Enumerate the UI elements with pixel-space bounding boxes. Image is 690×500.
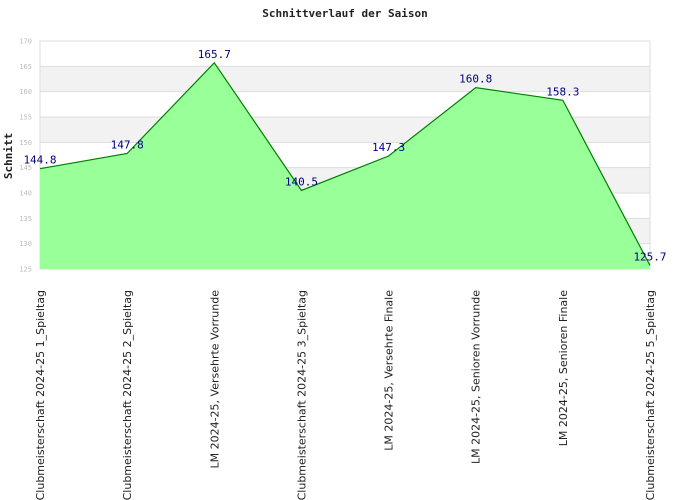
y-tick-label: 150 xyxy=(19,139,32,147)
y-tick-labels: 125 130 135 140 145 150 155 160 165 170 xyxy=(19,38,32,274)
data-label: 147.3 xyxy=(372,141,405,154)
chart-title: Schnittverlauf der Saison xyxy=(262,7,428,20)
y-axis-label: Schnitt xyxy=(2,133,15,179)
data-label: 165.7 xyxy=(198,48,231,61)
y-tick-label: 140 xyxy=(19,190,32,198)
series-line xyxy=(39,61,651,266)
y-tick-label: 135 xyxy=(19,215,32,223)
x-tick-label: LM 2024-25, Versehrte Vorrunde xyxy=(208,290,221,469)
data-labels: 144.8 147.8 165.7 140.5 147.3 160.8 158.3 125.7 xyxy=(23,48,666,264)
x-tick-label: Clubmeisterschaft 2024-25 5_Spieltag xyxy=(644,290,657,500)
y-tick-label: 165 xyxy=(19,63,32,71)
y-tick-label: 125 xyxy=(19,266,32,274)
x-tick-label: Clubmeisterschaft 2024-25 1_Spieltag xyxy=(34,290,47,500)
y-tick-label: 160 xyxy=(19,88,32,96)
data-label: 140.5 xyxy=(285,175,318,188)
y-tick-label: 145 xyxy=(19,164,32,172)
y-tick-label: 130 xyxy=(19,240,32,248)
data-label: 147.8 xyxy=(111,138,144,151)
x-tick-labels: Clubmeisterschaft 2024-25 1_Spieltag Club… xyxy=(34,290,657,500)
area-fill xyxy=(40,62,650,269)
x-tick-label: Clubmeisterschaft 2024-25 2_Spieltag xyxy=(121,290,134,500)
data-label: 160.8 xyxy=(459,73,492,86)
x-tick-label: LM 2024-25, Senioren Finale xyxy=(557,290,570,446)
x-tick-label: Clubmeisterschaft 2024-25 3_Spieltag xyxy=(295,290,308,500)
data-label: 125.7 xyxy=(633,250,666,263)
plot-band xyxy=(40,66,650,92)
y-tick-label: 170 xyxy=(19,38,32,46)
x-tick-label: LM 2024-25, Versehrte Finale xyxy=(383,290,396,451)
data-label: 144.8 xyxy=(23,154,56,167)
y-tick-label: 155 xyxy=(19,114,32,122)
data-label: 158.3 xyxy=(546,85,579,98)
x-tick-label: LM 2024-25, Senioren Vorrunde xyxy=(470,290,483,464)
area-series xyxy=(39,61,651,269)
